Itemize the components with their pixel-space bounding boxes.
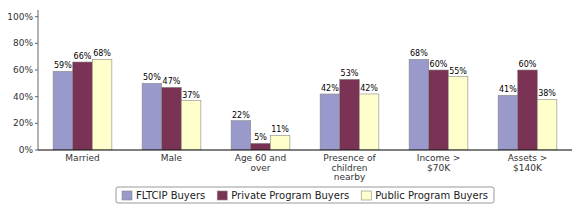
x-tick-label: Income >$70K [417, 153, 461, 173]
data-label: 47% [163, 77, 181, 86]
bar [251, 143, 271, 150]
bar [231, 121, 251, 150]
data-label: 5% [254, 133, 267, 142]
data-label: 59% [54, 61, 72, 70]
x-tick-label-line: Assets > [508, 153, 548, 163]
data-label: 68% [93, 49, 111, 58]
bar [73, 62, 93, 150]
data-label: 55% [449, 67, 467, 76]
bar [270, 135, 290, 150]
x-tick-label-line: Income > [417, 153, 461, 163]
data-label: 60% [519, 60, 537, 69]
data-label: 66% [74, 52, 92, 61]
data-label: 50% [143, 73, 161, 82]
y-axis-line [38, 10, 39, 150]
x-tick-label-line: children [331, 163, 367, 173]
x-tick-label-line: over [250, 163, 270, 173]
data-label: 42% [321, 84, 339, 93]
bar [448, 77, 468, 150]
legend: FLTCIP Buyers Private Program Buyers Publi… [116, 187, 494, 203]
bar [92, 59, 112, 150]
bar [53, 71, 73, 150]
legend-label: FLTCIP Buyers [136, 190, 205, 201]
x-tick-label: Age 60 andover [235, 153, 287, 173]
bar [359, 94, 379, 150]
bar [181, 101, 201, 150]
x-tick-label: Married [65, 153, 99, 163]
data-label: 60% [430, 60, 448, 69]
chart: 0% 20% 40% 60% 80% 100% 59% 50% 22% 42% 68% 41% 66% 4… [0, 0, 580, 210]
data-label: 68% [410, 49, 428, 58]
bar [518, 70, 538, 150]
x-tick-label-line: nearby [334, 172, 366, 182]
x-tick-label-line: Married [65, 153, 99, 163]
y-tick-label: 20% [13, 118, 33, 128]
x-tick-label-line: Age 60 and [235, 153, 287, 163]
x-axis-line [38, 150, 572, 151]
x-tick-label-line: $140K [513, 163, 543, 173]
legend-frame [116, 187, 494, 203]
data-labels: 59%50%22%42%68%41%66%47%5%53%60%60%68%37… [54, 49, 556, 142]
legend-label: Private Program Buyers [231, 190, 349, 201]
x-tick-label-line: $70K [427, 163, 451, 173]
bar [162, 87, 182, 150]
x-tick-label-line: Male [161, 153, 183, 163]
y-tick-label: 0% [19, 145, 34, 155]
y-tick-label: 40% [13, 92, 33, 102]
data-label: 38% [538, 89, 556, 98]
legend-label: Public Program Buyers [375, 190, 488, 201]
data-label: 37% [182, 91, 200, 100]
bars [53, 59, 557, 150]
bar [429, 70, 449, 150]
data-label: 42% [360, 84, 378, 93]
legend-swatch [217, 191, 227, 200]
legend-swatch [361, 191, 371, 200]
bar [142, 83, 162, 150]
bar [537, 99, 557, 150]
bar [498, 95, 518, 150]
x-tick-label: Assets >$140K [508, 153, 548, 173]
x-tick-label-line: Presence of [323, 153, 376, 163]
bar [409, 59, 429, 150]
bar [340, 79, 360, 150]
data-label: 53% [341, 69, 359, 78]
data-label: 41% [499, 85, 517, 94]
x-tick-label: Male [161, 153, 183, 163]
y-tick-label: 60% [13, 65, 33, 75]
y-tick-label: 80% [13, 38, 33, 48]
data-label: 22% [232, 111, 250, 120]
bar [320, 94, 340, 150]
legend-swatch [122, 191, 132, 200]
x-tick-label: Presence ofchildrennearby [323, 153, 376, 182]
data-label: 11% [271, 125, 289, 134]
y-tick-label: 100% [7, 12, 33, 22]
